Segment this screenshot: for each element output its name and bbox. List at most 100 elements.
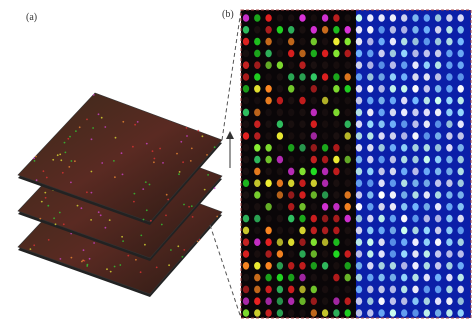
spot [356, 309, 362, 317]
spot [333, 191, 339, 199]
spot [378, 73, 384, 81]
spot [243, 156, 249, 164]
spot [322, 120, 328, 128]
spot [311, 144, 317, 152]
spot [254, 61, 260, 69]
slide-spot [106, 268, 108, 270]
slide-spot [36, 179, 38, 181]
slide-spot [65, 152, 67, 154]
spot [424, 179, 430, 187]
spot [367, 309, 373, 317]
spot [435, 262, 441, 270]
spot [277, 50, 283, 58]
slide-spot [191, 205, 193, 207]
slide-spot [59, 154, 61, 156]
spot [367, 250, 373, 258]
spot [424, 50, 430, 58]
spot [311, 14, 317, 22]
slide-spot [216, 216, 218, 218]
spot [390, 179, 396, 187]
spot [322, 61, 328, 69]
spot [401, 203, 407, 211]
spot [458, 109, 464, 117]
spot [277, 85, 283, 93]
spot [322, 309, 328, 317]
spot [277, 168, 283, 176]
spot [458, 262, 464, 270]
spot [288, 50, 294, 58]
spot [401, 286, 407, 294]
spot [401, 297, 407, 305]
spot [333, 238, 339, 246]
spot [356, 179, 362, 187]
spot [356, 286, 362, 294]
spot [333, 120, 339, 128]
spot [401, 227, 407, 235]
spot [390, 250, 396, 258]
spot [378, 97, 384, 105]
slide-spot [87, 264, 89, 266]
spot [367, 297, 373, 305]
spot [311, 50, 317, 58]
spot [367, 132, 373, 140]
spot [322, 286, 328, 294]
slide-spot [115, 137, 117, 139]
spot [333, 227, 339, 235]
spot [299, 73, 305, 81]
spot [458, 297, 464, 305]
spot [412, 286, 418, 294]
slide-spot [110, 271, 112, 273]
slide-spot [59, 212, 61, 214]
spot [277, 61, 283, 69]
spot [288, 274, 294, 282]
spot [412, 97, 418, 105]
spot [458, 191, 464, 199]
spot [367, 156, 373, 164]
spot [243, 61, 249, 69]
spot [288, 14, 294, 22]
spot [446, 120, 452, 128]
spot [322, 203, 328, 211]
spot [424, 156, 430, 164]
spot [390, 286, 396, 294]
spot [254, 262, 260, 270]
spot [345, 238, 351, 246]
spot [265, 286, 271, 294]
slide-spot [182, 256, 184, 258]
spot [345, 97, 351, 105]
spot [265, 238, 271, 246]
spot [243, 26, 249, 34]
spot [345, 14, 351, 22]
spot [390, 309, 396, 317]
spot [435, 97, 441, 105]
spot [446, 14, 452, 22]
spot [254, 297, 260, 305]
spot [288, 168, 294, 176]
spot [401, 132, 407, 140]
spot [345, 215, 351, 223]
spot [367, 26, 373, 34]
slide-spot [33, 158, 35, 160]
spot [345, 61, 351, 69]
panel-label: (b) [222, 9, 234, 20]
spot [311, 309, 317, 317]
spot [412, 38, 418, 46]
spot [333, 50, 339, 58]
spot [288, 227, 294, 235]
spot [265, 132, 271, 140]
slide-spot [83, 249, 85, 251]
spot [333, 38, 339, 46]
slide-spot [71, 257, 73, 259]
slide-spot [183, 249, 185, 251]
spot [412, 109, 418, 117]
spot [311, 109, 317, 117]
slide-spot [44, 192, 46, 194]
spot [424, 109, 430, 117]
slide-spot [150, 220, 152, 222]
slide-spot [81, 207, 83, 209]
spot [435, 109, 441, 117]
spot [277, 156, 283, 164]
spot [446, 38, 452, 46]
spot [412, 144, 418, 152]
spot [378, 309, 384, 317]
